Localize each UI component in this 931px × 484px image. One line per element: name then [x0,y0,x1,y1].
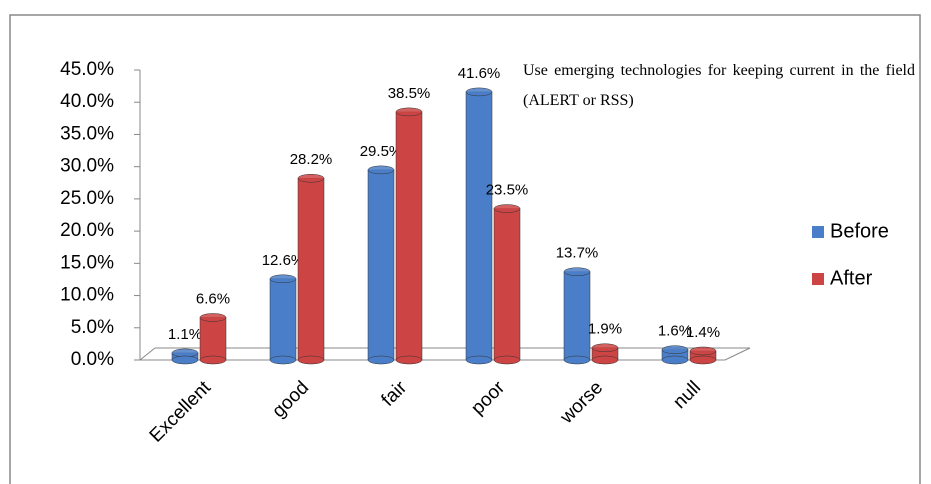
bar-base [465,355,493,365]
bar-top [689,346,717,356]
y-tick-label: 40.0% [60,91,114,112]
bar-top [465,87,493,97]
bar-base [493,355,521,365]
bar [395,111,423,361]
bar-top [367,165,395,175]
value-label: 28.2% [290,151,333,168]
x-tick-label: good [268,377,313,422]
bar-top [297,174,325,183]
legend-swatch [812,226,824,238]
bar-base [689,355,717,365]
bar [269,278,297,361]
bar-top [269,274,297,284]
bar-base [297,355,325,365]
bar-top [171,348,199,358]
legend-label: Before [830,220,889,242]
bar [493,208,521,361]
y-tick-label: 0.0% [71,349,114,370]
bar [563,271,591,361]
bar-base [661,355,689,365]
bar-top [493,204,521,213]
bar-base [171,355,199,365]
bar-top [199,313,227,322]
value-label: 29.5% [360,143,403,160]
bar-top [395,107,423,117]
bar [367,169,395,361]
y-tick-label: 20.0% [60,220,114,241]
y-tick-label: 45.0% [60,59,114,80]
value-label: 6.6% [196,290,230,307]
bar-base [199,355,227,365]
value-label: 1.6% [658,323,692,340]
value-label: 1.9% [588,321,622,338]
value-label: 23.5% [486,182,529,199]
bar-top [661,345,689,354]
value-label: 12.6% [262,252,305,269]
bar-base [395,355,423,365]
bar-base [563,355,591,365]
legend-label: After [830,267,873,289]
bar-base [367,355,395,365]
bar-top [591,343,619,353]
bar-base [591,355,619,365]
y-tick-label: 5.0% [71,317,114,338]
x-tick-label: worse [556,377,607,428]
bar-top [563,267,591,276]
value-label: 41.6% [458,65,501,82]
x-tick-label: null [669,377,705,413]
y-tick-label: 30.0% [60,156,114,177]
x-tick-label: poor [467,377,509,419]
value-label: 1.4% [686,324,720,341]
floor [138,347,751,361]
bar [465,91,493,361]
value-label: 38.5% [388,85,431,102]
value-label: 1.1% [168,326,202,343]
bar-base [269,355,297,365]
y-tick-label: 25.0% [60,188,114,209]
annotation: Use emerging technologies for keeping cu… [523,62,915,109]
x-tick-label: Excellent [146,377,216,447]
y-tick-label: 35.0% [60,123,114,144]
value-label: 13.7% [556,245,599,262]
bar [297,178,325,361]
bar [199,317,227,361]
legend-swatch [812,273,824,285]
y-tick-label: 10.0% [60,285,114,306]
y-tick-label: 15.0% [60,252,114,273]
border [9,14,921,484]
x-tick-label: fair [378,377,412,411]
